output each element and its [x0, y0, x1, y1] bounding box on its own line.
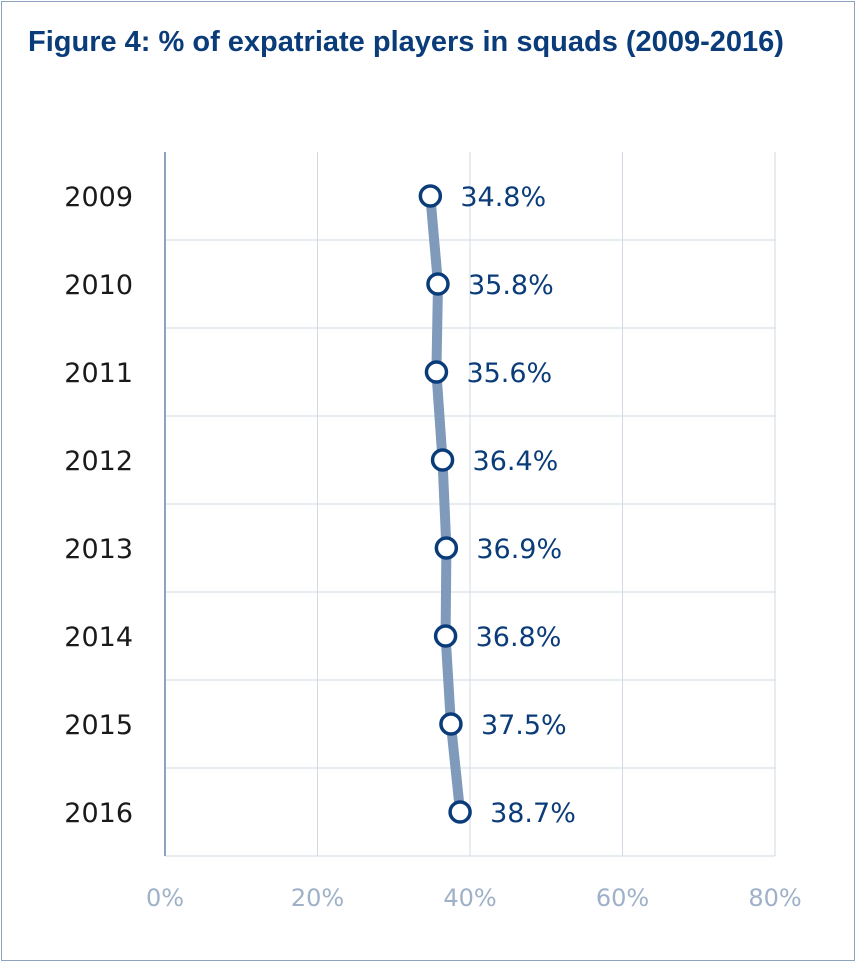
label-layer: 34.8% 35.8% 35.6% 36.4% 36.9% 36.8% 37.5% 38.7% [460, 182, 576, 829]
axis-layer: 0% 20% 40% 60% 80% 2009 2010 2011 2012 2013 2014 20… [64, 152, 802, 912]
grid-layer [165, 152, 776, 857]
marker-layer [418, 184, 472, 824]
chart-title: Figure 4: % of expatriate players in squ… [28, 26, 784, 58]
x-tick-label: 80% [748, 884, 801, 912]
data-point [448, 800, 472, 824]
data-point [426, 272, 450, 296]
data-point [424, 360, 449, 384]
data-label: 38.7% [490, 798, 576, 829]
y-category-label: 2014 [64, 622, 133, 653]
y-category-label: 2015 [64, 710, 133, 741]
y-category-label: 2010 [64, 270, 133, 301]
data-label: 35.8% [468, 270, 554, 301]
y-category-label: 2009 [64, 182, 133, 213]
data-point [430, 448, 455, 472]
data-label: 34.8% [460, 182, 546, 213]
data-label: 36.9% [476, 534, 562, 565]
y-category-label: 2013 [64, 534, 133, 565]
data-label: 37.5% [481, 710, 567, 741]
x-tick-label: 60% [596, 884, 649, 912]
x-tick-label: 40% [443, 884, 496, 912]
data-label: 35.6% [466, 358, 552, 389]
y-category-label: 2012 [64, 446, 133, 477]
data-point [433, 624, 458, 648]
y-category-label: 2016 [64, 798, 133, 829]
x-tick-label: 0% [146, 884, 184, 912]
data-label: 36.8% [476, 622, 562, 653]
series-line [425, 191, 466, 817]
data-point [439, 712, 463, 736]
line-layer [425, 191, 466, 817]
x-tick-label: 20% [291, 884, 344, 912]
y-category-label: 2011 [64, 358, 133, 389]
data-point [418, 184, 443, 208]
data-point [434, 536, 459, 560]
data-label: 36.4% [473, 446, 559, 477]
